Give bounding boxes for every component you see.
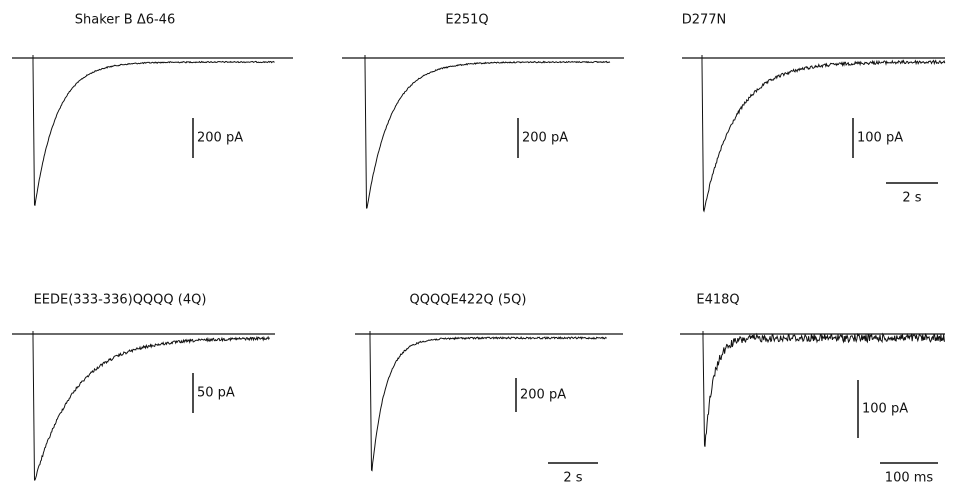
current-trace [364, 55, 611, 209]
current-trace [369, 331, 607, 472]
panel-title: EEDE(333-336)QQQQ (4Q) [34, 293, 207, 308]
current-trace [702, 331, 945, 447]
panel-title: E418Q [696, 293, 739, 308]
time-scale-label: 100 ms [885, 471, 934, 485]
panel-title: E251Q [445, 13, 488, 28]
current-scale-label: 200 pA [520, 388, 566, 403]
current-scale-label: 200 pA [197, 131, 243, 146]
current-trace [701, 55, 946, 213]
current-trace [32, 331, 270, 481]
current-trace [32, 55, 275, 206]
time-scale-label: 2 s [563, 471, 582, 485]
current-scale-label: 200 pA [522, 131, 568, 146]
panel-title: D277N [682, 13, 727, 28]
current-scale-label: 100 pA [862, 402, 908, 417]
time-scale-label: 2 s [902, 191, 921, 206]
panel-title: Shaker B Δ6-46 [75, 13, 175, 28]
current-scale-label: 100 pA [857, 131, 903, 146]
current-scale-label: 50 pA [197, 386, 235, 401]
panel-title: QQQQE422Q (5Q) [410, 293, 527, 308]
